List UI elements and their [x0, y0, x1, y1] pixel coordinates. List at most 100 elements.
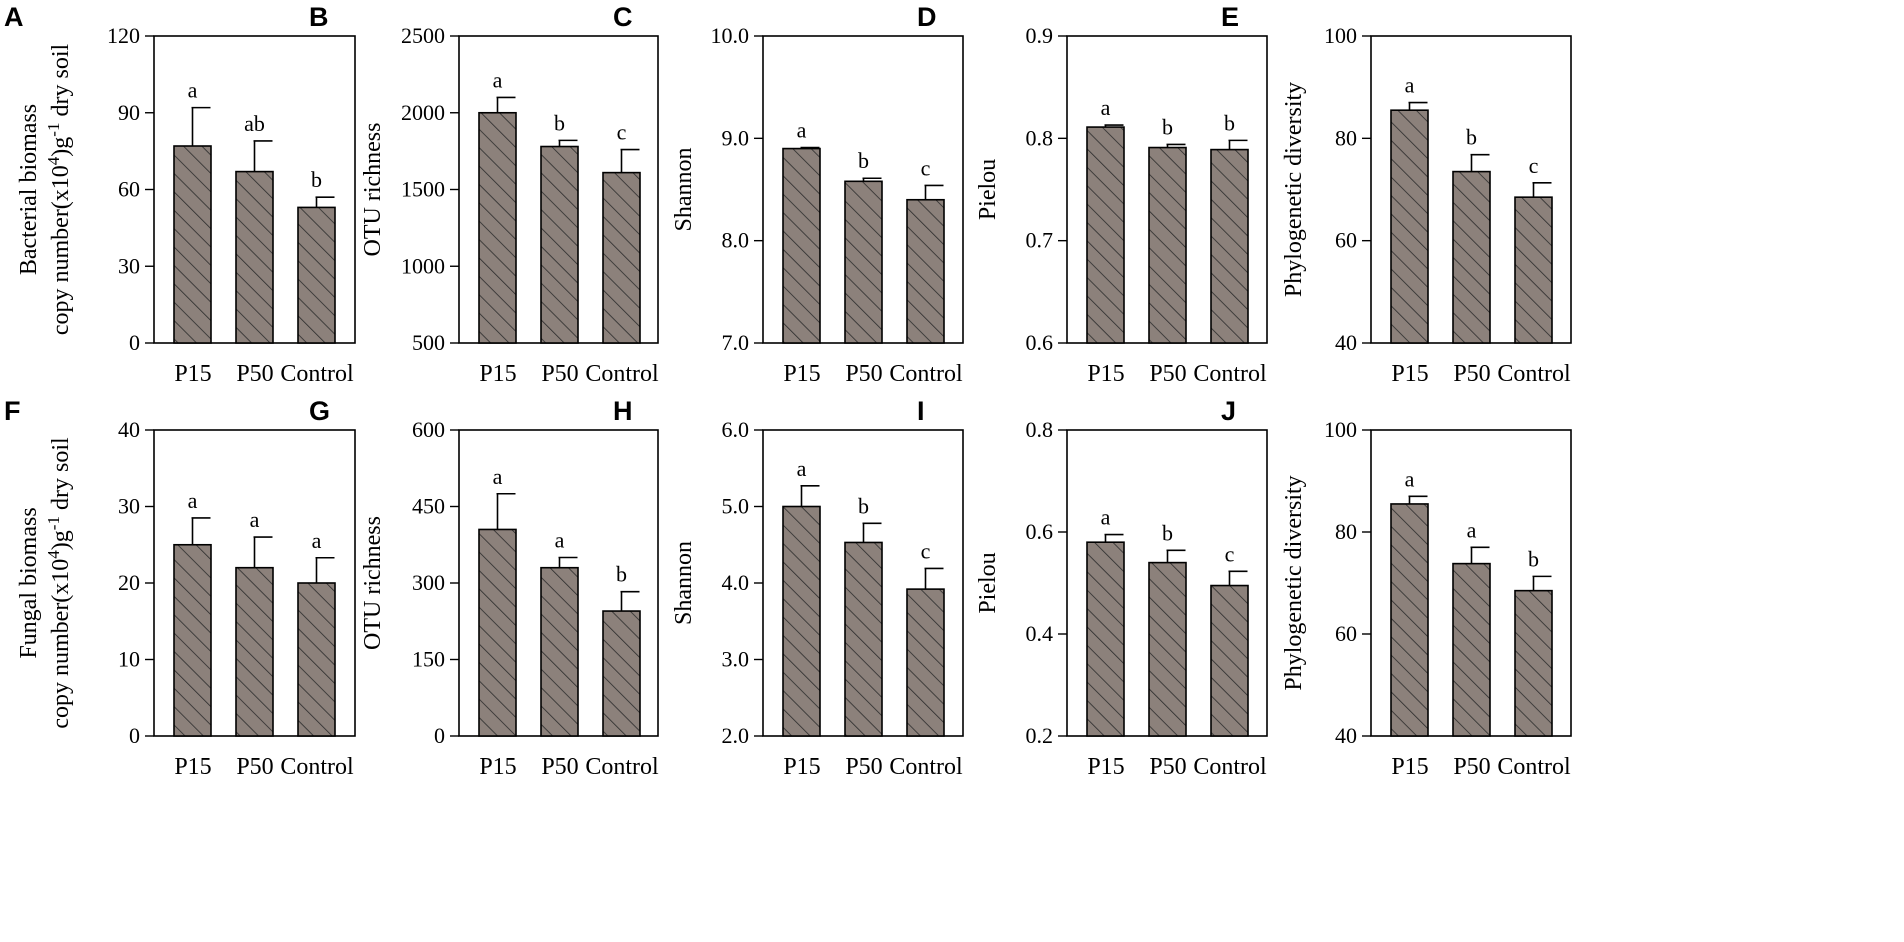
bar-p15: [1086, 126, 1125, 344]
significance-label: c: [617, 120, 627, 145]
y-tick-label: 0.7: [1026, 228, 1054, 253]
bar-p50: [1452, 562, 1491, 737]
panel-i: I 0.2 0.4 0.6 0.8 a P15 b P50 c Control Pielou: [917, 396, 1268, 780]
bar-p50: [1148, 146, 1187, 344]
y-tick-label: 5.0: [722, 494, 750, 519]
bar-p15: [173, 145, 212, 344]
bar-control: [297, 582, 336, 737]
significance-label: a: [1101, 95, 1111, 120]
significance-label: ab: [244, 111, 265, 136]
significance-label: a: [188, 488, 198, 513]
bar-control: [906, 588, 945, 737]
y-tick-label: 3.0: [722, 647, 750, 672]
y-tick-label: 120: [107, 23, 140, 48]
bar-p15: [782, 505, 821, 737]
panel-letter: C: [613, 2, 633, 32]
y-tick-label: 0.6: [1026, 330, 1054, 355]
bar-p50: [540, 566, 579, 737]
significance-label: a: [555, 528, 565, 553]
bar-control: [1210, 148, 1249, 344]
bar-p50: [235, 170, 274, 344]
y-axis-title-units: copy number(x104)g-1 dry soil: [44, 437, 74, 729]
significance-label: a: [1405, 466, 1415, 491]
y-tick-label: 10.0: [711, 23, 750, 48]
y-tick-label: 150: [412, 647, 445, 672]
panel-letter: E: [1221, 2, 1239, 32]
panel-c: C 7.0 8.0 9.0 10.0 a P15 b P50 c Control Shannon: [613, 2, 964, 387]
y-tick-label: 100: [1324, 23, 1357, 48]
panel-b: B 500 1000 1500 2000 2500 a P15 b P50 c Control OTU …: [309, 2, 659, 387]
y-tick-label: 40: [1335, 330, 1357, 355]
bar-p50: [540, 145, 579, 344]
y-axis-title: OTU richness: [360, 516, 386, 650]
bar-p50: [844, 541, 883, 737]
category-label: P50: [1453, 754, 1490, 780]
y-tick-label: 100: [1324, 417, 1357, 442]
significance-label: a: [1405, 73, 1415, 98]
y-tick-label: 300: [412, 570, 445, 595]
bar-control: [602, 610, 641, 737]
panel-letter: I: [917, 396, 925, 426]
panel-letter: D: [917, 2, 937, 32]
y-tick-label: 60: [118, 177, 140, 202]
panel-a: A 0 30 60 90 120 a P15 ab P50 b Control Bacterial bi…: [4, 2, 356, 387]
category-label: P50: [541, 754, 578, 780]
y-tick-label: 30: [118, 253, 140, 278]
bar-p15: [478, 528, 517, 737]
y-tick-label: 0.6: [1026, 519, 1054, 544]
category-label: P50: [1453, 361, 1490, 387]
category-label: P50: [845, 754, 882, 780]
y-tick-label: 10: [118, 647, 140, 672]
significance-label: b: [554, 110, 565, 135]
category-label: P15: [783, 754, 820, 780]
bar-control: [1210, 584, 1249, 737]
y-tick-label: 2000: [401, 100, 445, 125]
panel-letter: A: [4, 2, 24, 32]
significance-label: a: [797, 456, 807, 481]
category-label: Control: [280, 754, 354, 780]
bar-p50: [844, 180, 883, 344]
panel-letter: G: [309, 396, 330, 426]
y-tick-label: 0: [434, 723, 445, 748]
bar-control: [297, 206, 336, 344]
y-tick-label: 20: [118, 570, 140, 595]
category-label: P15: [479, 361, 516, 387]
y-tick-label: 9.0: [722, 125, 750, 150]
category-label: Control: [1193, 361, 1267, 387]
significance-label: c: [921, 538, 931, 563]
category-label: P50: [236, 361, 273, 387]
panel-f: F 0 10 20 30 40 a P15 a P50 a Control Fungal biomass…: [4, 396, 356, 780]
y-axis-title: Pielou: [975, 552, 1001, 613]
bar-p50: [1452, 170, 1491, 344]
y-tick-label: 40: [118, 417, 140, 442]
bar-p50: [1148, 561, 1187, 737]
y-tick-label: 2.0: [722, 723, 750, 748]
category-label: Control: [889, 754, 963, 780]
y-axis-title-units: copy number(x104)g-1 dry soil: [44, 44, 74, 336]
bar-p50: [235, 566, 274, 737]
y-axis-title: OTU richness: [360, 123, 386, 257]
bar-p15: [1390, 503, 1429, 737]
significance-label: c: [1529, 153, 1539, 178]
panel-e: E 40 60 80 100 a P15 b P50 c Control Phylogenetic d…: [1221, 2, 1572, 387]
y-tick-label: 40: [1335, 723, 1357, 748]
significance-label: b: [1466, 125, 1477, 150]
y-tick-label: 60: [1335, 621, 1357, 646]
y-tick-label: 7.0: [722, 330, 750, 355]
y-axis-title: Bacterial biomass: [16, 104, 42, 275]
significance-label: b: [1162, 114, 1173, 139]
y-axis-title: Phylogenetic diversity: [1281, 475, 1307, 690]
significance-label: a: [188, 78, 198, 103]
significance-label: b: [858, 493, 869, 518]
category-label: Control: [889, 361, 963, 387]
panel-d: D 0.6 0.7 0.8 0.9 a P15 b P50 b Control Pielou: [917, 2, 1268, 387]
y-tick-label: 80: [1335, 519, 1357, 544]
bar-p15: [173, 543, 212, 737]
significance-label: b: [311, 167, 322, 192]
category-label: P15: [479, 754, 516, 780]
y-tick-label: 1000: [401, 253, 445, 278]
significance-label: b: [1224, 110, 1235, 135]
y-tick-label: 30: [118, 494, 140, 519]
y-axis-title: Shannon: [671, 148, 697, 232]
